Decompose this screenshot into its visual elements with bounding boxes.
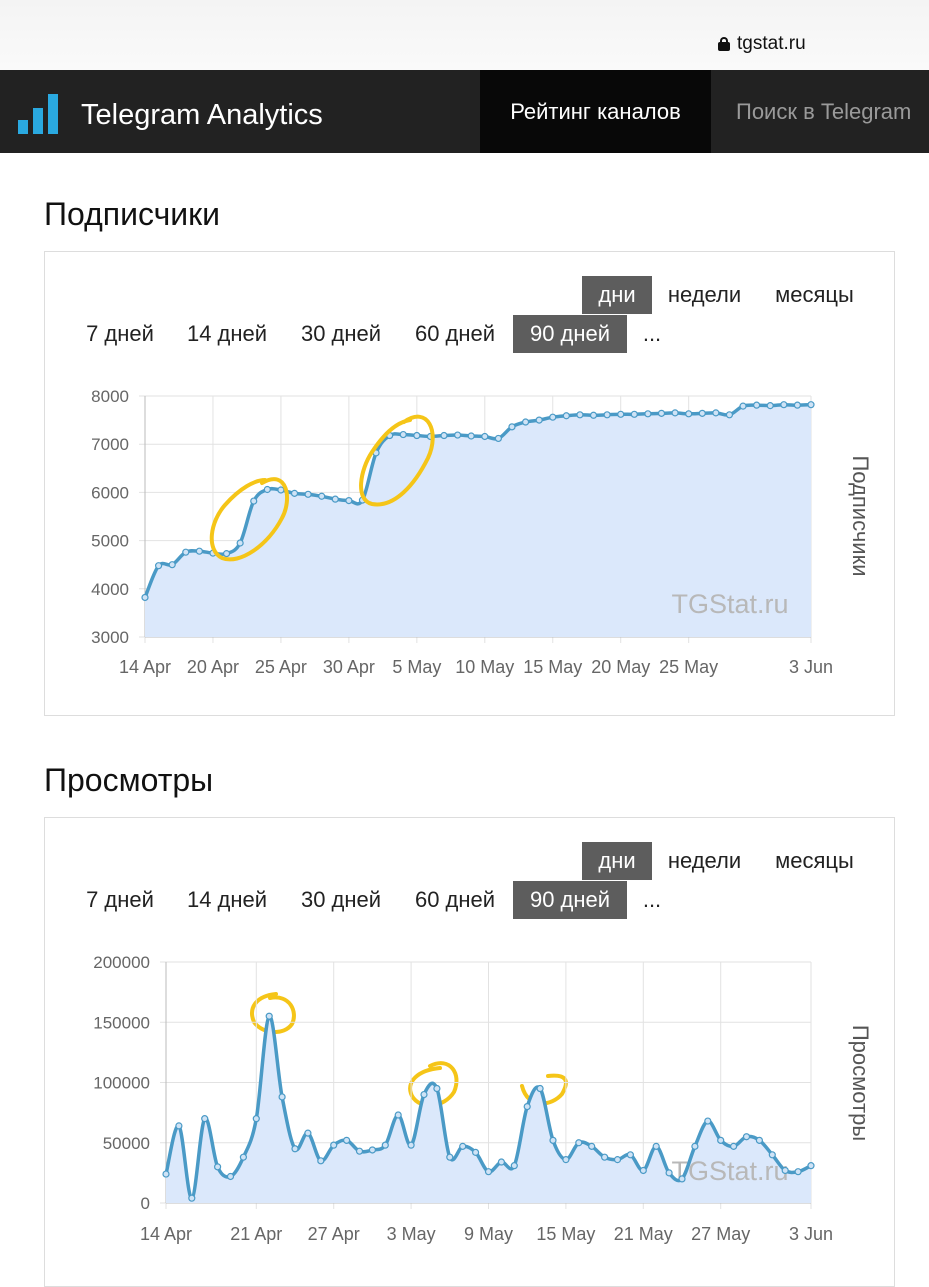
range-more-button[interactable]: ... <box>642 321 662 346</box>
range-60-days-button[interactable]: 60 дней <box>414 887 496 912</box>
url-display[interactable]: tgstat.ru <box>718 33 806 55</box>
section-title-subscribers: Подписчики <box>44 196 221 232</box>
group-days-button[interactable]: дни <box>582 842 652 880</box>
range-30-days-button[interactable]: 30 дней <box>300 321 382 346</box>
brand-title[interactable]: Telegram Analytics <box>81 99 323 131</box>
subscribers-chart-panel: дни недели месяцы 7 дней 14 дней 30 дней… <box>44 251 895 716</box>
bar-chart-logo-icon[interactable] <box>18 94 60 134</box>
range-30-days-button[interactable]: 30 дней <box>300 887 382 912</box>
group-months-button[interactable]: месяцы <box>775 282 854 307</box>
group-days-button[interactable]: дни <box>582 276 652 314</box>
nav-item-telegram-search[interactable]: Поиск в Telegram <box>736 99 912 124</box>
lock-icon <box>718 37 730 51</box>
browser-address-bar: tgstat.ru <box>0 0 929 70</box>
group-weeks-button[interactable]: недели <box>667 848 742 873</box>
group-months-button[interactable]: месяцы <box>775 848 854 873</box>
range-14-days-button[interactable]: 14 дней <box>186 321 268 346</box>
group-weeks-button[interactable]: недели <box>667 282 742 307</box>
range-more-button[interactable]: ... <box>642 887 662 912</box>
range-7-days-button[interactable]: 7 дней <box>86 887 154 912</box>
range-90-days-button[interactable]: 90 дней <box>513 315 627 353</box>
range-60-days-button[interactable]: 60 дней <box>414 321 496 346</box>
views-chart-panel: дни недели месяцы 7 дней 14 дней 30 дней… <box>44 817 895 1287</box>
nav-item-channel-rating[interactable]: Рейтинг каналов <box>480 70 711 153</box>
range-90-days-button[interactable]: 90 дней <box>513 881 627 919</box>
site-navbar: Telegram Analytics Рейтинг каналов Поиск… <box>0 70 929 153</box>
range-7-days-button[interactable]: 7 дней <box>86 321 154 346</box>
url-text: tgstat.ru <box>737 33 806 54</box>
range-14-days-button[interactable]: 14 дней <box>186 887 268 912</box>
section-title-views: Просмотры <box>44 762 214 798</box>
